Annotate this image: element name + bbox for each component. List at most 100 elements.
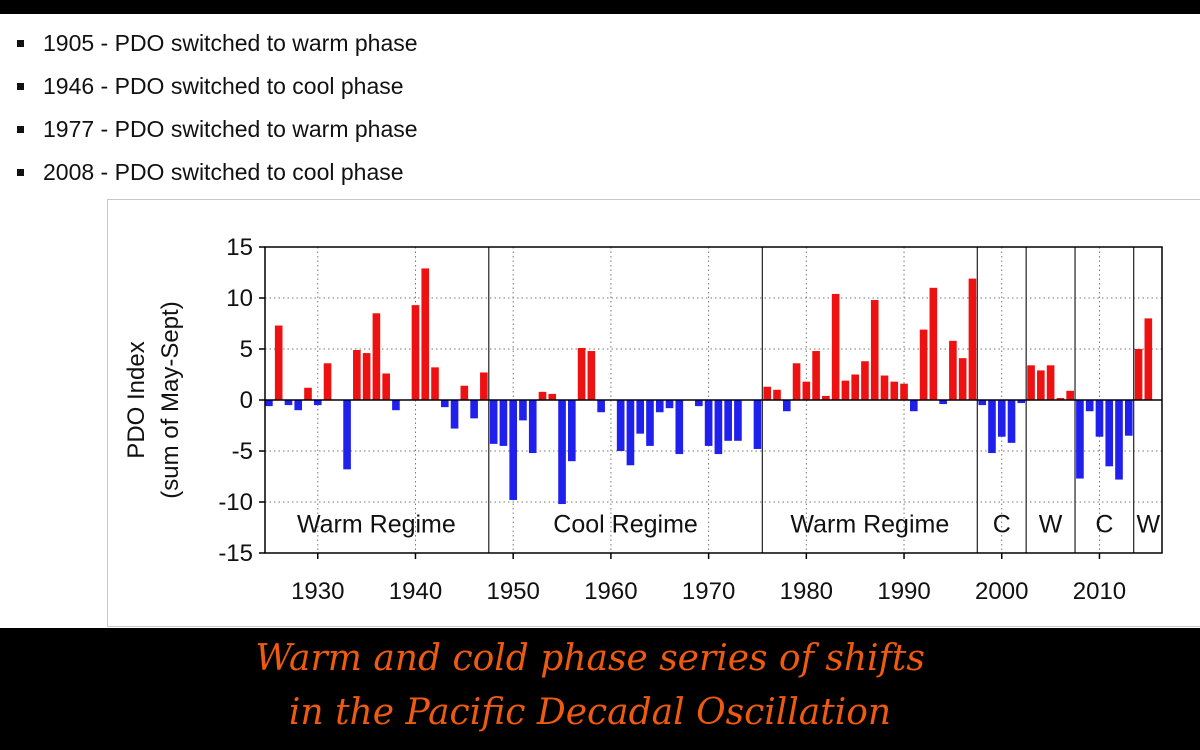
positive-bar-1980: [802, 381, 811, 400]
positive-bar-1958: [587, 351, 596, 400]
bullet-square-icon: [17, 83, 24, 90]
negative-bar-1930: [313, 400, 322, 406]
negative-bar-1925: [265, 400, 273, 407]
negative-bar-1959: [597, 400, 605, 413]
positive-bar-1995: [949, 340, 957, 400]
list-item: 1977 - PDO switched to warm phase: [14, 108, 418, 151]
positive-bar-2005: [1046, 365, 1055, 400]
regime-label: W: [1137, 511, 1161, 539]
positive-bar-1997: [968, 278, 977, 400]
positive-bar-1983: [831, 293, 840, 400]
x-tick-label: 2010: [1073, 578, 1126, 605]
positive-bar-1985: [851, 374, 859, 400]
positive-bar-1941: [421, 268, 430, 400]
negative-bar-1966: [665, 400, 674, 409]
negative-bar-1972: [724, 400, 732, 441]
positive-bar-1989: [890, 381, 899, 400]
y-tick-label: -5: [232, 438, 253, 465]
x-tick-label: 1980: [780, 578, 833, 605]
negative-bar-2008: [1076, 400, 1084, 479]
negative-bar-1963: [636, 400, 645, 434]
x-tick-label: 2000: [975, 578, 1028, 605]
regime-label: W: [1039, 511, 1063, 539]
positive-bar-1945: [460, 385, 469, 400]
negative-bar-1950: [509, 400, 518, 500]
negative-bar-1961: [616, 400, 625, 451]
positive-bar-1926: [274, 325, 283, 400]
caption-line-1: Warm and cold phase series of shifts: [255, 638, 925, 679]
regime-label: Cool Regime: [553, 511, 698, 539]
positive-bar-1982: [822, 395, 830, 400]
top-black-bar: [0, 0, 1200, 14]
positive-bar-1953: [538, 391, 547, 400]
list-item-text: 1905 - PDO switched to warm phase: [43, 30, 418, 56]
positive-bar-1936: [372, 313, 381, 400]
bullet-square-icon: [17, 126, 24, 133]
positive-bar-1940: [411, 305, 420, 400]
negative-bar-1975: [753, 400, 762, 449]
positive-bar-1990: [900, 383, 908, 400]
y-tick-label: 0: [240, 387, 253, 414]
negative-bar-2002: [1017, 400, 1026, 404]
positive-bar-1931: [323, 363, 332, 400]
list-item: 1946 - PDO switched to cool phase: [14, 65, 418, 108]
negative-bar-1938: [392, 400, 400, 411]
negative-bar-1951: [519, 400, 527, 421]
x-tick-label: 1940: [389, 578, 442, 605]
caption-line-2: in the Pacific Decadal Oscillation: [288, 692, 892, 733]
list-item-text: 1977 - PDO switched to warm phase: [43, 116, 418, 142]
regime-label: Warm Regime: [297, 511, 456, 539]
positive-bar-2003: [1027, 365, 1035, 400]
positive-bar-1993: [929, 287, 938, 400]
y-tick-label: 15: [226, 234, 253, 261]
negative-bar-1998: [978, 400, 987, 406]
negative-bar-1967: [675, 400, 684, 455]
positive-bar-2014: [1134, 349, 1143, 400]
list-item: 2008 - PDO switched to cool phase: [14, 151, 418, 194]
negative-bar-1952: [528, 400, 537, 454]
negative-bar-1927: [284, 400, 293, 406]
positive-bar-1942: [431, 367, 439, 400]
negative-bar-1971: [714, 400, 723, 455]
negative-bar-1962: [626, 400, 635, 466]
negative-bar-1969: [695, 400, 703, 407]
positive-bar-1987: [870, 300, 879, 400]
negative-bar-1955: [558, 400, 566, 505]
negative-bar-1970: [704, 400, 713, 446]
regime-label: C: [1095, 511, 1113, 539]
negative-bar-1994: [939, 400, 947, 405]
x-tick-label: 1960: [584, 578, 637, 605]
positive-bar-1937: [382, 373, 390, 400]
negative-bar-1948: [489, 400, 498, 444]
negative-bar-2013: [1124, 400, 1133, 436]
positive-bar-2015: [1144, 318, 1153, 400]
list-item-text: 2008 - PDO switched to cool phase: [43, 159, 404, 185]
negative-bar-1956: [568, 400, 576, 462]
positive-bar-1929: [304, 387, 312, 400]
y-axis-sublabel: (sum of May-Sept): [157, 301, 184, 498]
y-axis-label: PDO Index: [123, 341, 150, 458]
positive-bar-2007: [1066, 390, 1074, 400]
negative-bar-1943: [440, 400, 449, 408]
negative-bar-1944: [450, 400, 459, 429]
y-tick-layer: 15 10 5 0 -5 -10 -15: [218, 234, 265, 567]
negative-bar-1933: [343, 400, 351, 470]
positive-bar-1996: [958, 358, 967, 400]
negative-bar-2009: [1085, 400, 1094, 412]
positive-bar-1977: [773, 389, 781, 400]
phase-shift-list: 1905 - PDO switched to warm phase 1946 -…: [14, 22, 418, 194]
y-tick-label: 10: [226, 285, 253, 312]
y-tick-label: -10: [218, 489, 253, 516]
negative-bar-2001: [1007, 400, 1016, 443]
list-item-text: 1946 - PDO switched to cool phase: [43, 73, 404, 99]
x-tick-label: 1990: [877, 578, 930, 605]
negative-bar-1946: [470, 400, 478, 419]
negative-bar-1978: [782, 400, 791, 412]
negative-bar-1991: [909, 400, 918, 412]
y-tick-label: -15: [218, 540, 253, 567]
negative-bar-2012: [1115, 400, 1123, 480]
negative-bar-1964: [646, 400, 654, 446]
list-item: 1905 - PDO switched to warm phase: [14, 22, 418, 65]
bar-layer: [265, 268, 1153, 505]
